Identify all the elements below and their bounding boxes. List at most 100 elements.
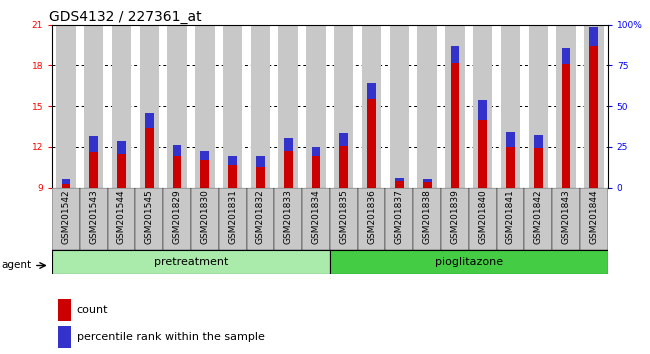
Bar (256, 156, 265, 167)
Bar (445, 25, 465, 188)
Text: pioglitazone: pioglitazone (435, 257, 503, 267)
Text: GSM201838: GSM201838 (422, 189, 432, 244)
Text: GSM201542: GSM201542 (61, 189, 70, 244)
Bar (534, 148, 543, 188)
Bar (478, 100, 487, 120)
Text: GSM201833: GSM201833 (283, 189, 292, 244)
Bar (135, 188, 163, 250)
Text: GSM201839: GSM201839 (450, 189, 460, 244)
Bar (506, 132, 515, 147)
Text: GSM201842: GSM201842 (534, 189, 543, 244)
Bar (218, 188, 246, 250)
Bar (358, 188, 385, 250)
Bar (191, 188, 218, 250)
Bar (334, 25, 354, 188)
Bar (62, 183, 70, 188)
Bar (473, 25, 493, 188)
Bar (84, 25, 103, 188)
Bar (246, 188, 274, 250)
Bar (52, 250, 330, 274)
Bar (163, 188, 191, 250)
Bar (108, 188, 135, 250)
Text: GSM201544: GSM201544 (117, 189, 126, 244)
Bar (367, 99, 376, 188)
Bar (306, 25, 326, 188)
Bar (584, 25, 604, 188)
Bar (367, 83, 376, 99)
Bar (422, 179, 432, 182)
Bar (167, 25, 187, 188)
Bar (256, 167, 265, 188)
Bar (52, 188, 80, 250)
Bar (556, 25, 576, 188)
Bar (284, 151, 292, 188)
Bar (145, 113, 153, 128)
Text: GSM201829: GSM201829 (172, 189, 181, 244)
Bar (145, 128, 153, 188)
Bar (389, 25, 409, 188)
Bar (330, 250, 608, 274)
Bar (534, 135, 543, 148)
Bar (57, 299, 72, 321)
Bar (413, 188, 441, 250)
Bar (195, 25, 215, 188)
Bar (80, 188, 107, 250)
Bar (311, 147, 320, 156)
Text: GSM201840: GSM201840 (478, 189, 488, 244)
Bar (441, 188, 469, 250)
Bar (450, 63, 460, 188)
Bar (590, 46, 598, 188)
Bar (200, 160, 209, 188)
Bar (552, 188, 580, 250)
Bar (173, 156, 181, 188)
Bar (62, 179, 70, 183)
Text: GSM201841: GSM201841 (506, 189, 515, 244)
Text: GSM201843: GSM201843 (562, 189, 571, 244)
Bar (302, 188, 330, 250)
Bar (56, 25, 75, 188)
Bar (117, 141, 126, 154)
Bar (223, 25, 242, 188)
Bar (89, 136, 98, 152)
Bar (385, 188, 413, 250)
Bar (562, 64, 571, 188)
Bar (228, 165, 237, 188)
Text: GDS4132 / 227361_at: GDS4132 / 227361_at (49, 10, 202, 24)
Text: percentile rank within the sample: percentile rank within the sample (77, 332, 265, 342)
Bar (89, 152, 98, 188)
Bar (500, 25, 520, 188)
Bar (580, 188, 608, 250)
Text: GSM201832: GSM201832 (256, 189, 265, 244)
Bar (278, 25, 298, 188)
Bar (528, 25, 548, 188)
Text: GSM201831: GSM201831 (228, 189, 237, 244)
Text: GSM201837: GSM201837 (395, 189, 404, 244)
Bar (112, 25, 131, 188)
Bar (274, 188, 302, 250)
Bar (525, 188, 552, 250)
Bar (330, 188, 358, 250)
Text: GSM201836: GSM201836 (367, 189, 376, 244)
Text: GSM201543: GSM201543 (89, 189, 98, 244)
Bar (228, 156, 237, 165)
Bar (450, 46, 460, 63)
Bar (562, 48, 571, 64)
Bar (140, 25, 159, 188)
Bar (57, 326, 72, 348)
Bar (339, 132, 348, 145)
Text: pretreatment: pretreatment (154, 257, 228, 267)
Text: count: count (77, 305, 109, 315)
Bar (417, 25, 437, 188)
Text: agent: agent (1, 261, 31, 270)
Bar (251, 25, 270, 188)
Bar (311, 156, 320, 188)
Text: GSM201844: GSM201844 (590, 189, 599, 244)
Bar (284, 138, 292, 151)
Bar (478, 120, 487, 188)
Bar (590, 27, 598, 46)
Text: GSM201834: GSM201834 (311, 189, 320, 244)
Bar (339, 145, 348, 188)
Bar (506, 147, 515, 188)
Bar (362, 25, 382, 188)
Text: GSM201830: GSM201830 (200, 189, 209, 244)
